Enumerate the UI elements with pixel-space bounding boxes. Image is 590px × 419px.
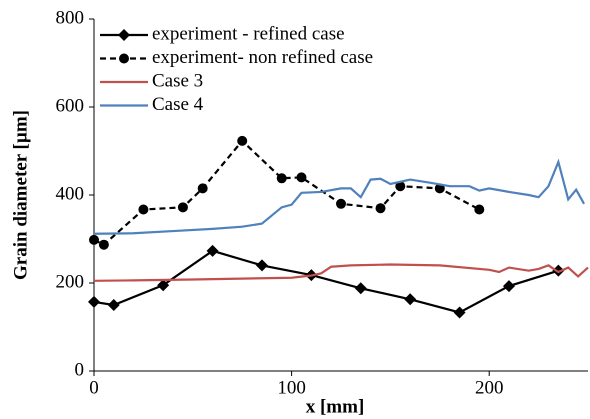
marker [296, 172, 307, 183]
marker [474, 204, 485, 215]
y-tick-label: 0 [75, 359, 85, 380]
marker [197, 183, 208, 194]
marker [276, 173, 287, 184]
marker [237, 135, 248, 146]
marker [89, 234, 99, 245]
y-axis-label: Grain diameter [µm] [10, 110, 31, 280]
x-axis-label: x [mm] [306, 396, 365, 417]
marker [255, 259, 268, 272]
marker [88, 295, 100, 308]
marker [206, 244, 219, 257]
marker [395, 181, 406, 192]
y-tick-label: 600 [56, 95, 85, 116]
marker [177, 202, 188, 213]
marker [502, 280, 515, 293]
series-line [93, 158, 586, 235]
marker [107, 299, 120, 311]
y-tick-label: 800 [56, 7, 85, 28]
x-tick-label: 100 [277, 377, 306, 398]
x-tick-label: 0 [89, 377, 99, 398]
marker [404, 293, 417, 306]
marker [98, 239, 109, 250]
y-tick-label: 400 [56, 183, 85, 204]
marker [375, 203, 386, 214]
series-line [93, 263, 589, 282]
legend-label: experiment - refined case [152, 23, 345, 44]
legend-label: Case 3 [152, 70, 203, 91]
marker [138, 204, 149, 215]
marker [157, 279, 170, 292]
marker [336, 198, 346, 209]
series-line [93, 139, 480, 247]
legend-label: Case 4 [152, 94, 204, 115]
marker [354, 282, 367, 295]
legend-marker [118, 29, 130, 41]
x-tick-label: 200 [475, 377, 504, 398]
marker [453, 306, 466, 319]
legend-marker [119, 53, 129, 64]
legend-label: experiment- non refined case [152, 47, 373, 68]
y-tick-label: 200 [56, 271, 85, 292]
